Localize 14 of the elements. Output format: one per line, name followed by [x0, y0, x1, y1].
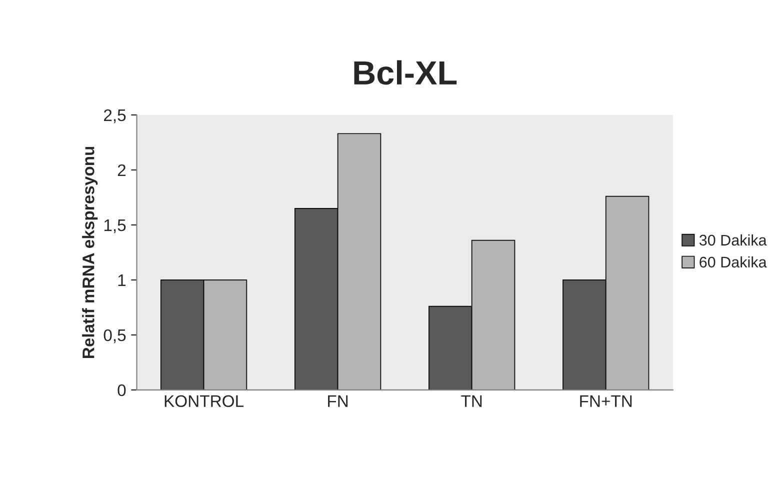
x-tick-label: FN+TN — [580, 395, 632, 407]
y-tick-label: 0 — [118, 384, 126, 396]
y-tick-label: 2 — [118, 164, 126, 176]
x-tick-label: TN — [461, 395, 482, 407]
y-tick-label: 1,5 — [104, 220, 126, 234]
x-tick-label: FN — [328, 395, 348, 407]
legend-label: 60 Dakika — [700, 256, 767, 268]
y-tick-label: 1 — [118, 274, 126, 286]
y-tick-label: 0,5 — [104, 329, 126, 344]
y-axis-title: Relatif mRNA ekspresyonu — [82, 146, 98, 358]
y-tick-label: 2,5 — [104, 109, 126, 124]
legend-label: 30 Dakika — [699, 234, 767, 246]
chart-title: Bcl-XL — [354, 60, 457, 85]
x-tick-label: KONTROL — [164, 395, 244, 408]
